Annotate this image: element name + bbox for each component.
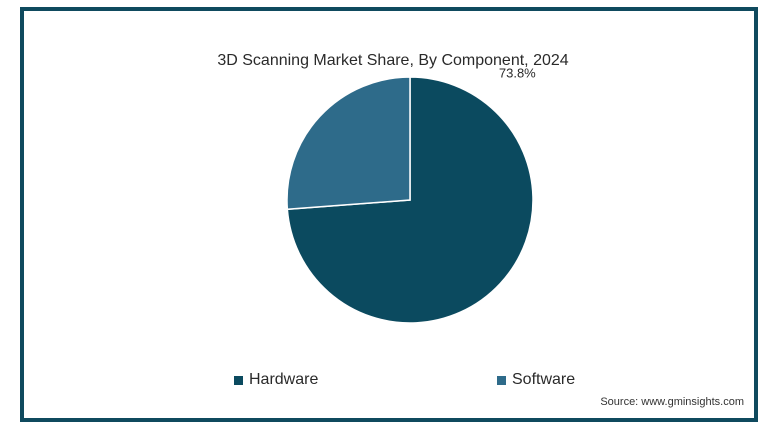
legend-item-hardware: Hardware (234, 371, 318, 389)
chart-card: 3D Scanning Market Share, By Component, … (20, 7, 758, 422)
legend-label-software: Software (512, 371, 576, 388)
legend-label-hardware: Hardware (249, 371, 319, 388)
legend-swatch-software (497, 375, 506, 385)
data-label-hardware: 73.8% (499, 65, 536, 80)
pie-chart: 73.8% (286, 65, 536, 324)
source-note: Source: www.gminsights.com (600, 396, 744, 408)
legend-item-software: Software (497, 371, 575, 389)
pie-slice-software (286, 76, 411, 211)
chart-title: 3D Scanning Market Share, By Component, … (217, 52, 569, 69)
legend-swatch-hardware (234, 375, 243, 385)
